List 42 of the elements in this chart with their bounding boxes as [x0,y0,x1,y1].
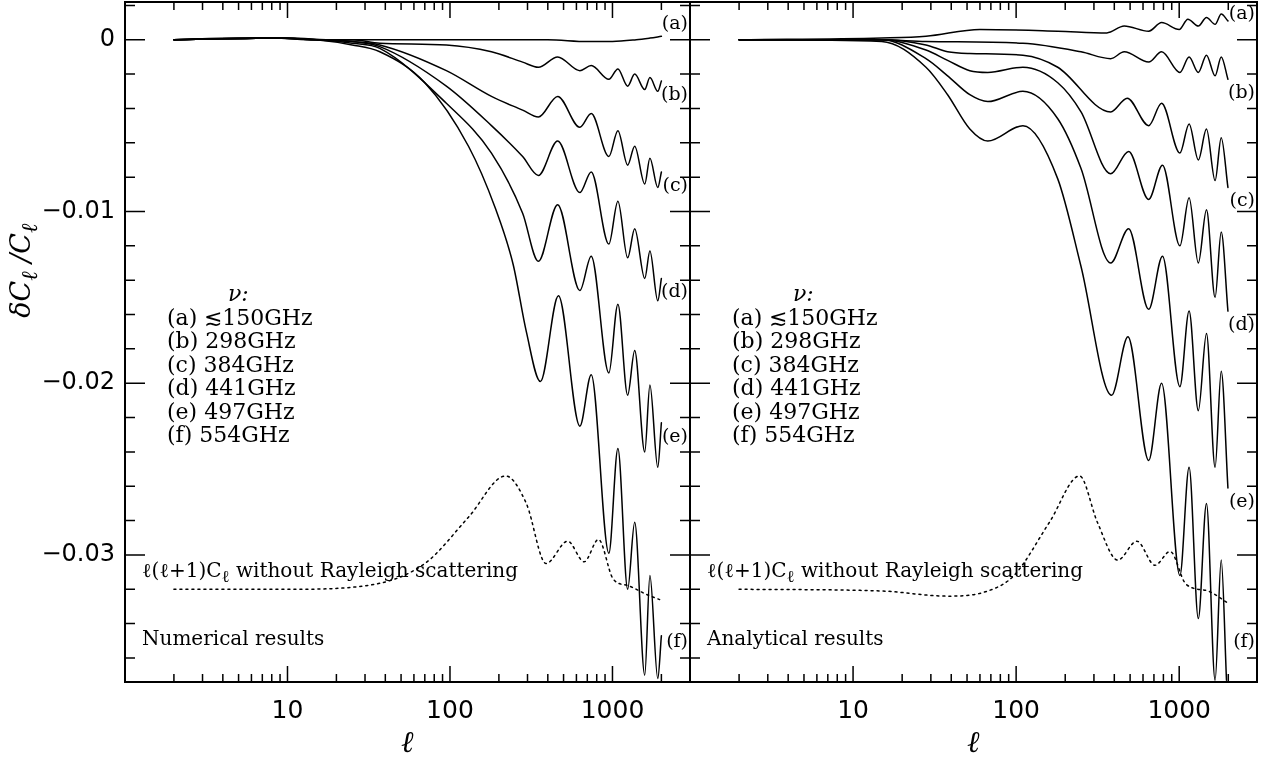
legend-label: (a) [661,11,688,34]
legend-label: (e) [1228,488,1255,511]
x-tick-label: 1000 [580,694,645,724]
legend-label: (f) [1233,628,1255,651]
x-axis-title: ℓ [401,724,414,759]
legend-label: (c) [1229,188,1255,211]
legend-label: (b) [661,81,688,104]
y-tick-label: −0.02 [41,367,115,396]
annotation: (f) 554GHz [167,422,290,447]
annotation: ν: [228,281,249,306]
annotation: (e) 497GHz [732,398,860,424]
annotation: ν: [793,281,814,306]
annotation: Numerical results [142,626,325,650]
y-tick-label: −0.01 [41,195,115,224]
annotation: (b) 298GHz [732,328,861,353]
legend-label: (a) [1228,0,1255,23]
x-tick-label: 100 [992,694,1040,724]
y-tick-label: 0 [99,24,115,53]
legend-label: (c) [662,172,688,195]
annotation: (d) 441GHz [167,375,296,400]
annotation: (e) 497GHz [167,398,295,424]
legend-label: (b) [1228,80,1255,103]
y-tick-label: −0.03 [41,539,115,568]
annotation: (f) 554GHz [732,422,855,447]
annotation: Analytical results [707,626,884,650]
annotation: (c) 384GHz [732,351,859,377]
legend-label: (f) [666,628,688,651]
legend-label: (d) [1228,312,1255,335]
legend-label: (e) [661,423,688,446]
annotation: (d) 441GHz [732,375,861,400]
annotation: (a) ≲150GHz [732,304,878,330]
x-tick-label: 100 [426,694,474,724]
x-tick-label: 10 [271,694,304,724]
x-axis-title: ℓ [967,724,980,759]
annotation: ℓ(ℓ+1)C$_{ℓ}$ without Rayleigh scattering [142,558,519,586]
annotation: (a) ≲150GHz [167,304,313,330]
x-tick-label: 10 [837,694,869,724]
annotation: (c) 384GHz [167,351,294,377]
legend-label: (d) [661,279,688,302]
x-tick-label: 1000 [1147,694,1212,724]
annotation: (b) 298GHz [167,328,296,353]
annotation: ℓ(ℓ+1)C$_{ℓ}$ without Rayleigh scattering [707,558,1084,586]
